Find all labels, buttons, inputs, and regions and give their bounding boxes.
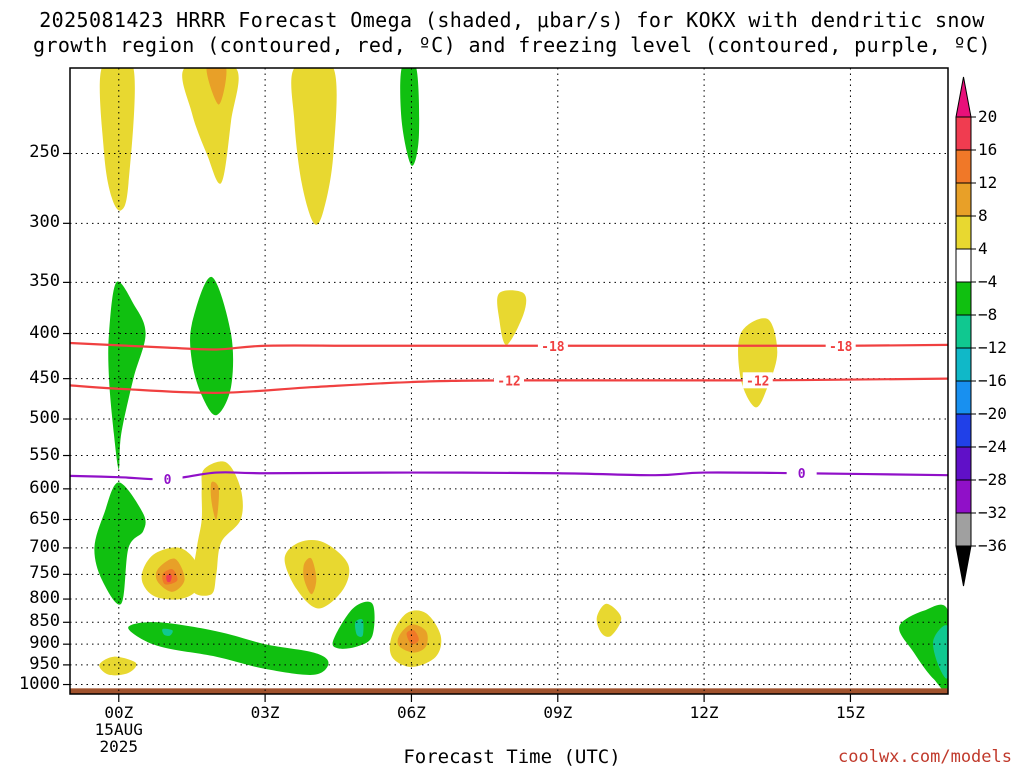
x-tick-sublabel-year: 2025 [99,737,139,756]
y-tick-label-750: 750 [29,563,60,584]
y-tick-label-950: 950 [29,653,60,674]
omega-shaded-region-7 [738,318,778,408]
colorbar-swatch-7 [955,314,972,349]
contour-label-0-0: 0 [164,473,172,488]
contour-label--18-1: -18 [829,340,853,355]
y-tick-label-500: 500 [29,408,60,428]
colorbar-label-8: −12 [978,338,1007,357]
y-tick-label-650: 650 [29,508,60,529]
colorbar-label-6: −4 [978,272,998,291]
omega-shaded-region-6 [497,290,527,345]
omega-shaded-region-18 [303,557,317,595]
colorbar-swatch-1 [955,116,972,151]
colorbar-swatch-10 [955,413,972,448]
contour-line--18 [70,341,948,351]
contour-label-bg--12-0 [494,372,524,389]
plot-frame [69,67,949,695]
y-tick-label-1000: 1000 [19,673,60,694]
x-tick-label-06Z: 06Z [396,703,426,722]
omega-shaded-region-22 [354,619,364,637]
x-tick-label-09Z: 09Z [543,703,573,722]
x-axis-title: Forecast Time (UTC) [403,746,621,768]
colorbar-label-10: −20 [978,404,1007,423]
omega-shaded-region-1 [99,68,135,211]
contour-label--12-0: -12 [497,374,520,389]
omega-shaded-region-25 [406,629,419,645]
omega-shaded-region-10 [191,461,243,596]
colorbar-swatch-2 [955,149,972,184]
contour-label-0-1: 0 [798,467,806,482]
colorbar-swatch-6 [955,281,972,316]
omega-shaded-region-17 [284,540,350,609]
colorbar-label-7: −8 [978,305,998,324]
y-tick-label-350: 350 [29,271,60,292]
y-tick-label-550: 550 [29,444,60,465]
omega-shaded-region-16 [166,574,172,583]
y-tick-label-850: 850 [29,611,60,632]
omega-shaded-region-29 [933,625,948,679]
colorbar-label-1: 20 [978,107,998,126]
x-tick-label-00Z: 00Z [104,703,134,722]
omega-shaded-region-26 [596,603,622,637]
x-tick-sublabel-date: 15AUG [94,720,143,739]
colorbar-label-2: 16 [978,140,998,159]
contour-label-bg--18-1 [825,337,856,354]
colorbar-swatch-9 [955,380,972,415]
omega-shaded-region-20 [162,628,173,636]
x-tick-label-15Z: 15Z [835,703,865,722]
colorbar-label-5: 4 [978,239,988,258]
colorbar-label-14: −36 [978,536,1007,555]
source-credit-link[interactable]: coolwx.com/models [838,747,1012,767]
omega-shaded-region-12 [94,482,146,605]
colorbar-label-12: −28 [978,470,1007,489]
colorbar-swatch-3 [955,182,972,217]
colorbar-swatch-8 [955,347,972,382]
omega-shaded-region-2 [182,68,239,184]
omega-shaded-region-5 [400,68,420,166]
contour-label--12-1: -12 [746,374,769,389]
omega-shaded-region-27 [99,656,137,676]
y-tick-label-900: 900 [29,633,60,654]
omega-shaded-region-8 [108,281,146,470]
plot-area: -18 -18 -12 -12 0 0 [70,68,948,694]
omega-shaded-region-4 [291,68,337,225]
x-tick-label-12Z: 12Z [689,703,719,722]
omega-shaded-region-21 [332,601,375,649]
colorbar-label-11: −24 [978,437,1007,456]
omega-shaded-region-9 [190,276,234,416]
omega-shaded-region-11 [210,481,219,520]
omega-shaded-region-3 [206,68,227,105]
colorbar-label-3: 12 [978,173,998,192]
y-tick-label-600: 600 [29,477,60,498]
y-tick-label-300: 300 [29,212,60,233]
chart-title-line-1: 2025081423 HRRR Forecast Omega (shaded, … [39,8,985,32]
y-tick-label-800: 800 [29,588,60,609]
colorbar-label-13: −32 [978,503,1007,522]
colorbar-top-arrow [955,76,972,118]
chart-title-line-2: growth region (contoured, red, ºC) and f… [33,33,991,57]
colorbar-swatch-5 [955,248,972,283]
colorbar-swatch-12 [955,479,972,514]
colorbar-label-9: −16 [978,371,1007,390]
colorbar-swatch-4 [955,215,972,250]
omega-shaded-region-28 [899,604,948,691]
y-tick-label-700: 700 [29,536,60,557]
colorbar-bottom-arrow [955,545,972,587]
y-tick-label-250: 250 [29,142,60,163]
contour-label-bg--12-1 [742,372,773,389]
y-tick-label-400: 400 [29,322,60,343]
x-tick-label-03Z: 03Z [250,703,280,722]
contour-label-bg-0-1 [786,465,817,482]
contour-label--18-0: -18 [541,340,565,355]
colorbar-label-4: 8 [978,206,988,225]
colorbar-swatch-11 [955,446,972,481]
contour-label-bg-0-0 [152,471,183,488]
terrain-ground [70,688,948,694]
contour-label-bg--18-0 [537,337,568,354]
colorbar-swatch-13 [955,512,972,547]
y-tick-label-450: 450 [29,367,60,388]
omega-shaded-region-19 [128,622,329,675]
